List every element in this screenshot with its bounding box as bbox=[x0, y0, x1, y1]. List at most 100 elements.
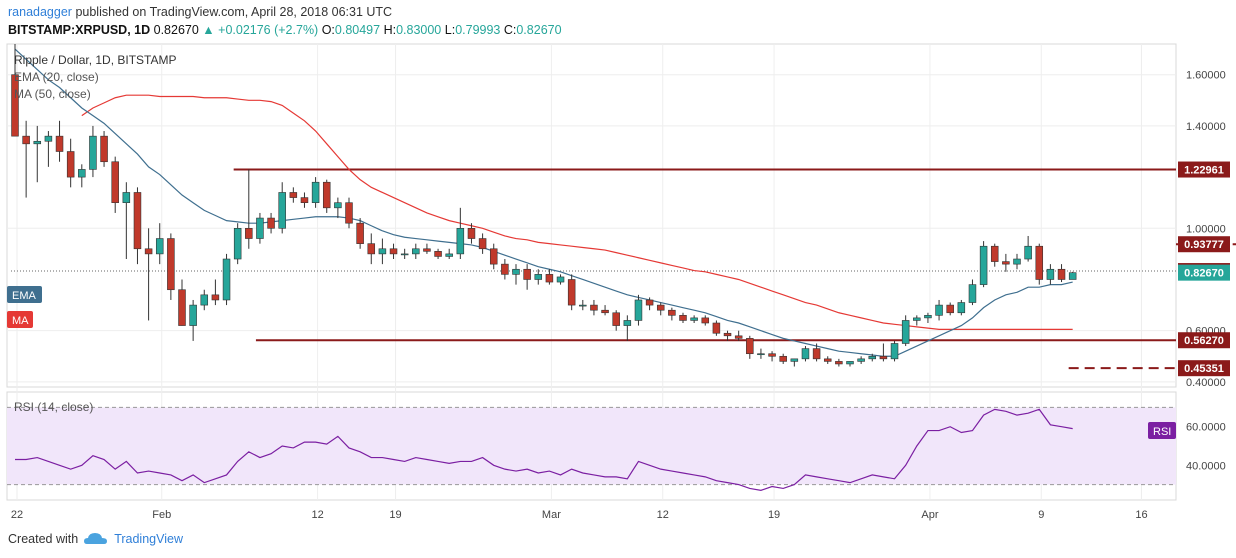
candle bbox=[567, 274, 576, 311]
candle-body bbox=[946, 304, 954, 314]
candle bbox=[924, 312, 932, 324]
candle bbox=[222, 253, 231, 306]
candle bbox=[1035, 243, 1044, 285]
candle-body bbox=[913, 317, 921, 321]
candle-body bbox=[267, 217, 275, 229]
candle bbox=[311, 177, 320, 208]
x-tick-label: Feb bbox=[152, 509, 171, 521]
candle-body bbox=[656, 304, 665, 311]
candle bbox=[44, 131, 53, 167]
candle bbox=[701, 315, 710, 326]
price-label: 0.93777 bbox=[1184, 239, 1224, 251]
candle-body bbox=[445, 253, 453, 257]
author-link[interactable]: ranadagger bbox=[8, 5, 72, 19]
candle-body bbox=[812, 348, 821, 360]
candle-body bbox=[512, 268, 520, 275]
candle-body bbox=[434, 251, 442, 257]
y-tick-label: 1.00000 bbox=[1186, 223, 1226, 235]
candle bbox=[545, 269, 554, 285]
candle bbox=[601, 305, 609, 316]
candle-body bbox=[44, 135, 53, 142]
candle bbox=[178, 279, 186, 326]
candle-body bbox=[1068, 272, 1077, 280]
candle-body bbox=[189, 304, 197, 326]
candle bbox=[634, 294, 643, 326]
candle-body bbox=[857, 358, 865, 362]
candle bbox=[790, 358, 799, 367]
open-label: O: bbox=[321, 23, 335, 37]
candle bbox=[501, 259, 509, 280]
candle-body bbox=[412, 248, 420, 255]
candle-body bbox=[200, 294, 209, 306]
low-value: 0.79993 bbox=[455, 23, 501, 37]
x-tick-label: 22 bbox=[11, 509, 23, 521]
rsi-y-tick-label: 40.0000 bbox=[1186, 460, 1226, 472]
candle-body bbox=[1035, 245, 1044, 280]
close-label: C: bbox=[503, 23, 517, 37]
candle bbox=[579, 299, 587, 311]
ma-series bbox=[81, 94, 1073, 331]
candle-body bbox=[33, 140, 42, 145]
high-label: H: bbox=[383, 23, 397, 37]
candle-body bbox=[78, 169, 86, 178]
candle bbox=[901, 315, 910, 347]
candle-body bbox=[556, 276, 565, 283]
candle-body bbox=[55, 135, 64, 152]
tradingview-link[interactable]: TradingView bbox=[114, 532, 183, 546]
candle-body bbox=[155, 238, 164, 255]
candle-body bbox=[11, 74, 19, 137]
ma-tag-bg bbox=[7, 311, 33, 328]
rsi-y-tick-label: 60.0000 bbox=[1186, 422, 1226, 434]
candle bbox=[723, 330, 732, 341]
candle-body bbox=[901, 320, 910, 344]
candle-body bbox=[233, 227, 242, 260]
candle bbox=[990, 243, 999, 267]
candle-body bbox=[567, 279, 576, 306]
candle-body bbox=[690, 317, 698, 321]
candle bbox=[412, 243, 420, 260]
candle bbox=[857, 356, 865, 364]
candle bbox=[200, 289, 209, 311]
candle bbox=[122, 182, 131, 260]
candle bbox=[378, 238, 387, 265]
candle bbox=[167, 233, 175, 300]
candle bbox=[133, 187, 142, 265]
candle-body bbox=[400, 253, 409, 256]
price-label: 0.45351 bbox=[1184, 363, 1224, 375]
candle-body bbox=[579, 304, 587, 307]
publish-header: ranadagger published on TradingView.com,… bbox=[8, 5, 392, 19]
candle bbox=[322, 179, 331, 213]
candle-body bbox=[768, 353, 776, 357]
candle-body bbox=[890, 343, 899, 360]
price-label: 1.22961 bbox=[1184, 165, 1224, 177]
price-label: 0.56270 bbox=[1184, 335, 1224, 347]
y-tick-label: 1.40000 bbox=[1186, 121, 1226, 133]
ema-series bbox=[14, 48, 1073, 357]
candle-body bbox=[278, 192, 286, 229]
candle bbox=[389, 243, 398, 260]
x-tick-label: 12 bbox=[657, 509, 669, 521]
candle-body bbox=[456, 227, 465, 255]
last-price: 0.82670 bbox=[153, 23, 199, 37]
candle bbox=[211, 279, 220, 306]
ma-tag: MA bbox=[12, 315, 29, 327]
candle-body bbox=[356, 222, 364, 244]
low-label: L: bbox=[444, 23, 456, 37]
candle bbox=[879, 343, 888, 362]
candle-body bbox=[289, 192, 298, 198]
candle bbox=[957, 299, 966, 316]
candle bbox=[33, 125, 42, 183]
price-labels: 1.229610.937770.832960.826700.562700.453… bbox=[1178, 161, 1230, 377]
candle bbox=[534, 269, 543, 285]
close-value: 0.82670 bbox=[516, 23, 562, 37]
candle bbox=[623, 315, 632, 341]
candle-body bbox=[322, 181, 331, 209]
candle bbox=[356, 218, 364, 249]
candle bbox=[779, 353, 787, 364]
open-value: 0.80497 bbox=[334, 23, 381, 37]
candle bbox=[111, 156, 119, 213]
candle bbox=[645, 297, 654, 311]
candle-body bbox=[501, 263, 509, 275]
candle bbox=[746, 335, 754, 359]
